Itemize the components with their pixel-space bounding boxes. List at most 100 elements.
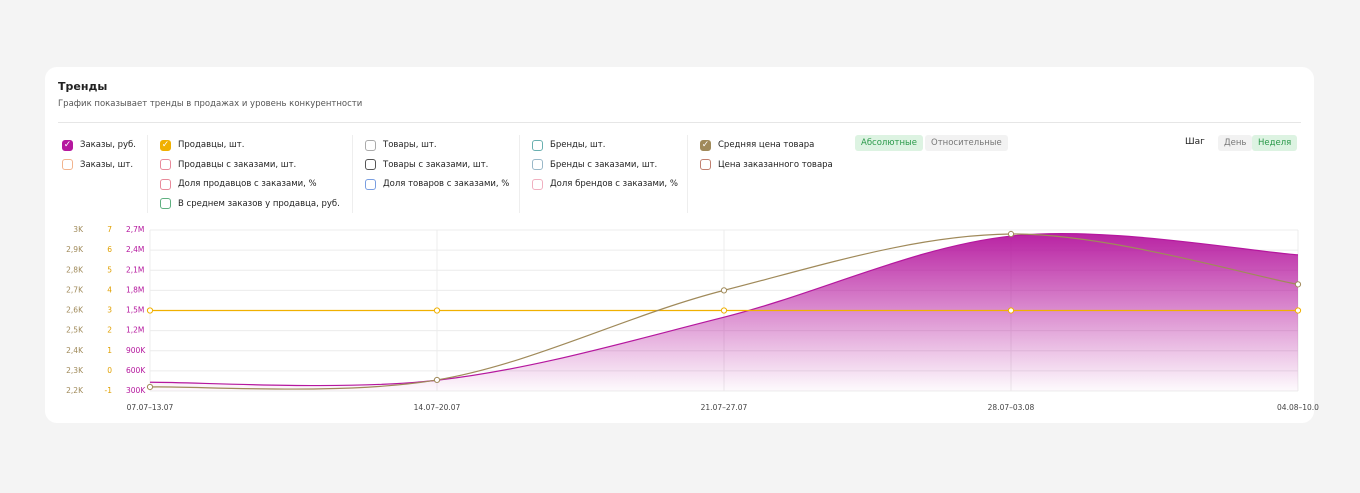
filter-checkbox[interactable]: Товары, шт.: [365, 138, 437, 152]
filter-checkbox[interactable]: Заказы, шт.: [62, 158, 133, 172]
column-divider: [519, 135, 520, 213]
filter-checkbox[interactable]: ✓ Продавцы, шт.: [160, 138, 244, 152]
y-tick-label: 1,2M: [126, 326, 144, 335]
point: [1007, 230, 1015, 238]
x-tick-label: 14.07–20.07: [414, 403, 461, 412]
filter-label: Продавцы с заказами, шт.: [178, 159, 297, 170]
checkbox[interactable]: [532, 159, 543, 170]
checkbox[interactable]: [160, 159, 171, 170]
y-tick-label: 1: [107, 346, 112, 355]
y-tick-label: 3: [107, 306, 112, 315]
x-tick-label: 04.08–10.0: [1277, 403, 1319, 412]
filter-checkbox[interactable]: Товары с заказами, шт.: [365, 158, 488, 172]
checkbox[interactable]: [365, 159, 376, 170]
y-tick-label: 600K: [126, 366, 146, 375]
step-button[interactable]: Неделя: [1252, 135, 1298, 151]
point: [720, 287, 728, 294]
filter-checkbox[interactable]: Доля продавцов с заказами, %: [160, 177, 317, 191]
filter-label: Бренды с заказами, шт.: [550, 159, 658, 170]
y-tick-label: 3K: [73, 225, 84, 234]
point: [433, 376, 441, 384]
y-tick-label: 6: [107, 245, 112, 254]
y-tick-label: 2,3K: [66, 366, 84, 375]
card-title: Тренды: [58, 80, 108, 93]
checkbox[interactable]: [700, 159, 711, 170]
y-tick-label: 5: [107, 265, 112, 274]
filter-checkbox[interactable]: Доля товаров с заказами, %: [365, 177, 509, 191]
filter-label: В среднем заказов у продавца, руб.: [178, 198, 340, 209]
x-tick-label: 21.07–27.07: [701, 403, 748, 412]
y-tick-label: 2,5K: [66, 326, 84, 335]
y-tick-label: 2: [107, 326, 112, 335]
filter-label: Товары, шт.: [383, 140, 437, 150]
filter-label: Продавцы, шт.: [178, 140, 245, 150]
point: [433, 307, 441, 314]
y-tick-label: 2,7K: [66, 285, 84, 294]
x-tick-label: 07.07–13.07: [127, 403, 174, 412]
checkbox[interactable]: ✓: [62, 139, 73, 151]
filter-label: Доля продавцов с заказами, %: [178, 179, 317, 189]
checkbox[interactable]: ✓: [700, 139, 711, 151]
filter-checkbox[interactable]: ✓ Заказы, руб.: [62, 138, 136, 152]
y-tick-label: 1,8M: [126, 285, 144, 294]
column-divider: [352, 135, 353, 213]
point: [146, 383, 154, 391]
checkbox[interactable]: [532, 139, 543, 151]
y-tick-label: 2,2K: [66, 386, 84, 395]
checkbox[interactable]: [160, 198, 171, 209]
y-tick-label: 2,8K: [66, 265, 84, 274]
mode-button[interactable]: Относительные: [925, 135, 1008, 151]
checkbox[interactable]: [62, 159, 73, 170]
point: [1007, 307, 1015, 314]
filter-checkbox[interactable]: ✓ Средняя цена товара: [700, 138, 814, 152]
card-subtitle: График показывает тренды в продажах и ур…: [58, 99, 363, 109]
y-tick-label: 2,7M: [126, 225, 144, 234]
area: [150, 233, 1298, 391]
step-label: Шаг: [1185, 137, 1205, 147]
checkbox[interactable]: [365, 178, 376, 190]
x-tick-label: 28.07–03.08: [988, 403, 1035, 412]
filter-label: Товары с заказами, шт.: [383, 159, 489, 170]
checkbox[interactable]: ✓: [160, 139, 171, 151]
filter-checkbox[interactable]: В среднем заказов у продавца, руб.: [160, 197, 340, 211]
filter-checkbox[interactable]: Цена заказанного товара: [700, 158, 833, 172]
y-tick-label: 0: [107, 366, 112, 375]
filter-checkbox[interactable]: Доля брендов с заказами, %: [532, 177, 678, 191]
filter-label: Заказы, руб.: [80, 140, 137, 150]
y-tick-label: 7: [107, 225, 112, 234]
column-divider: [687, 135, 688, 213]
line: [149, 233, 1299, 387]
checkbox[interactable]: [532, 178, 543, 190]
y-tick-label: 2,9K: [66, 245, 84, 254]
point: [1294, 307, 1302, 314]
y-tick-label: 4: [107, 285, 112, 294]
y-tick-label: 2,6K: [66, 306, 84, 315]
y-tick-label: -1: [105, 386, 113, 395]
separator: [58, 122, 1301, 123]
step-button[interactable]: День: [1218, 135, 1253, 151]
y-tick-label: 900K: [126, 346, 146, 355]
filter-label: Бренды, шт.: [550, 140, 606, 150]
point: [1294, 281, 1302, 288]
y-tick-label: 2,4M: [126, 245, 144, 254]
y-tick-label: 300K: [126, 386, 146, 395]
filter-checkbox[interactable]: Бренды с заказами, шт.: [532, 158, 657, 172]
point: [146, 307, 154, 314]
filter-label: Доля товаров с заказами, %: [383, 179, 510, 189]
column-divider: [147, 135, 148, 213]
checkbox[interactable]: [365, 139, 376, 151]
y-tick-label: 2,4K: [66, 346, 84, 355]
y-tick-label: 1,5M: [126, 306, 144, 315]
filter-label: Средняя цена товара: [718, 140, 815, 150]
checkbox[interactable]: [160, 178, 171, 190]
filter-label: Заказы, шт.: [80, 159, 134, 170]
filter-label: Цена заказанного товара: [718, 159, 833, 170]
y-tick-label: 2,1M: [126, 265, 144, 274]
filter-label: Доля брендов с заказами, %: [550, 179, 678, 189]
point: [720, 307, 728, 314]
filter-checkbox[interactable]: Бренды, шт.: [532, 138, 605, 152]
mode-button[interactable]: Абсолютные: [855, 135, 923, 151]
filter-checkbox[interactable]: Продавцы с заказами, шт.: [160, 158, 296, 172]
